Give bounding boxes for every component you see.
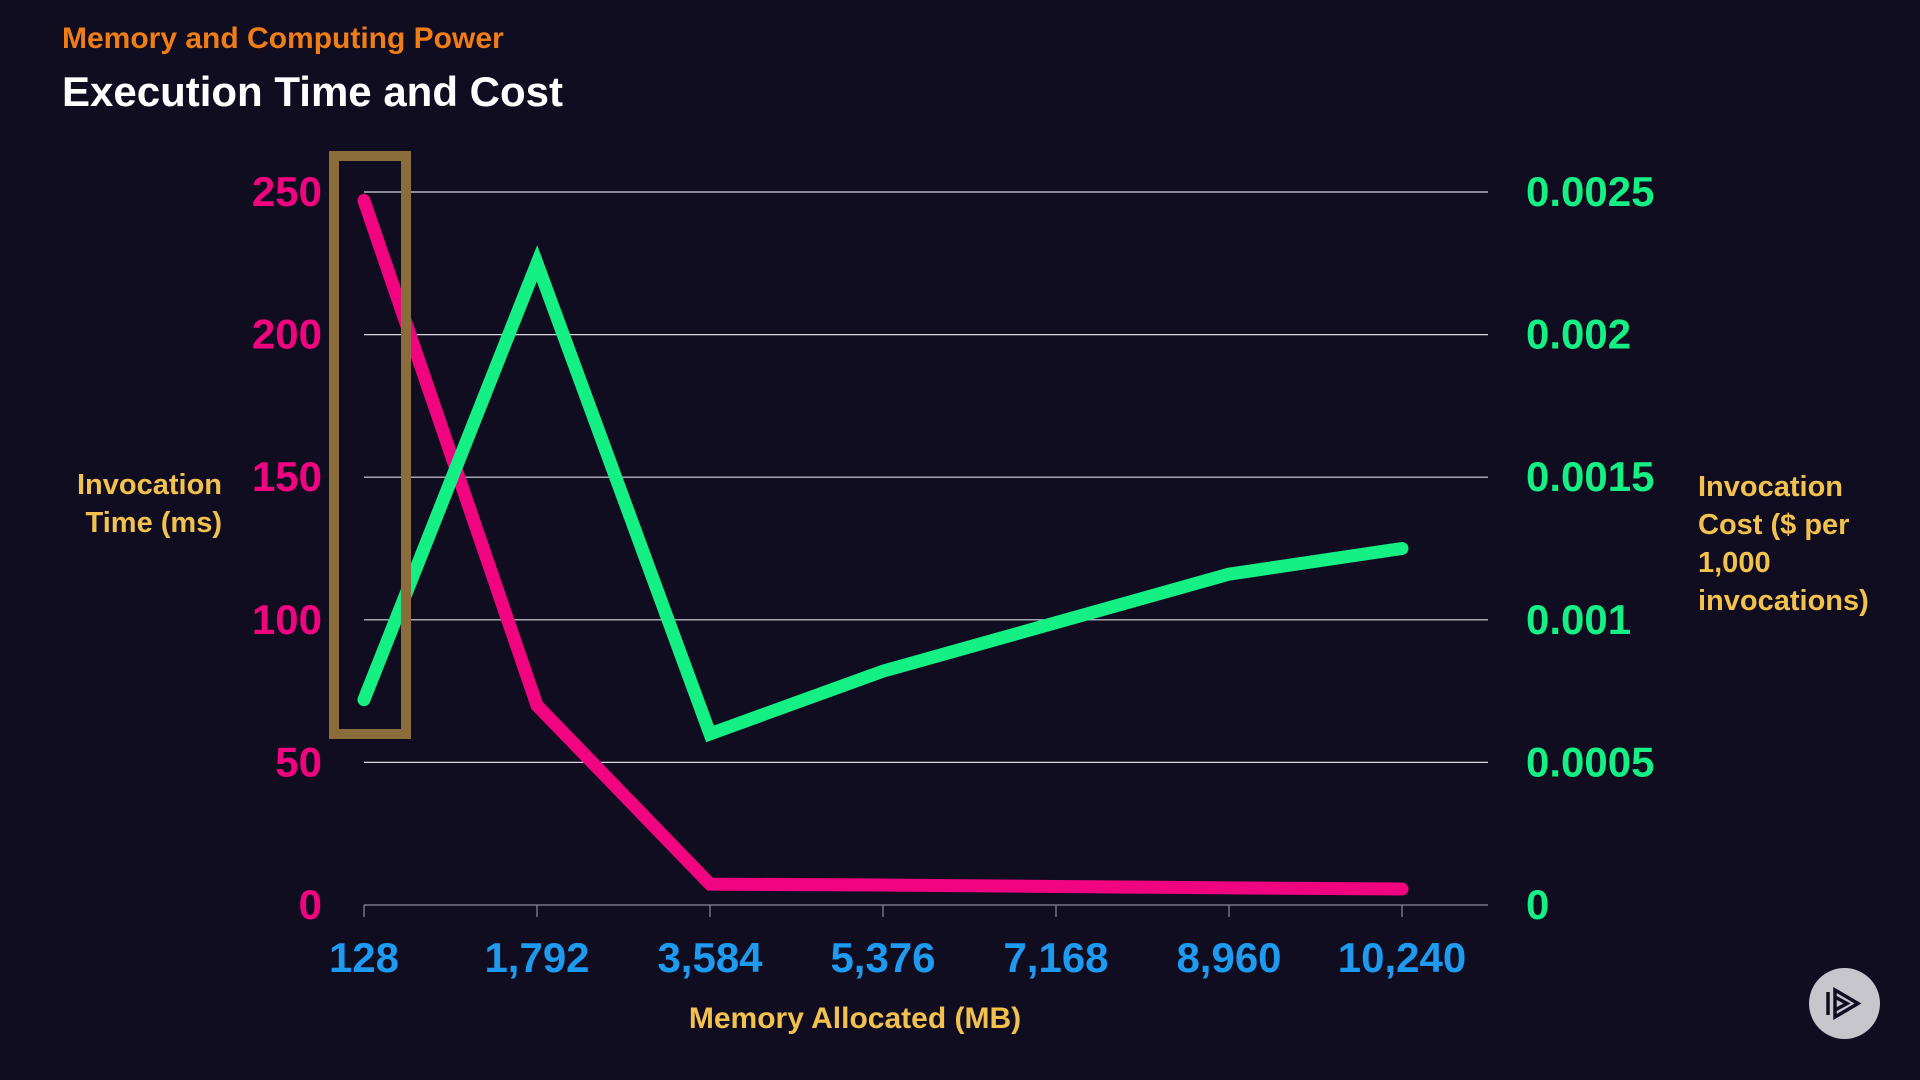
slide-subtitle: Memory and Computing Power: [62, 22, 504, 55]
data-point: [1055, 885, 1057, 888]
y-tick-left: 100: [252, 596, 322, 643]
data-point: [1228, 573, 1230, 576]
data-point: [1401, 888, 1403, 891]
y-tick-right: 0.001: [1526, 596, 1631, 643]
data-point: [709, 883, 711, 886]
y-axis-left-label: Invocation Time (ms): [76, 469, 222, 539]
y-tick-left: 200: [252, 311, 322, 358]
y-axis-right-label: Invocation Cost ($ per 1,000 invocations…: [1698, 471, 1869, 617]
x-tick-label: 10,240: [1338, 934, 1466, 981]
x-axis-label: Memory Allocated (MB): [689, 1002, 1021, 1035]
play-logo-button[interactable]: [1809, 968, 1880, 1039]
data-point: [1228, 886, 1230, 889]
data-point: [363, 698, 365, 701]
y-tick-right: 0.002: [1526, 311, 1631, 358]
x-tick-label: 7,168: [1003, 934, 1108, 981]
y-tick-right: 0: [1526, 881, 1549, 928]
y-tick-left: 250: [252, 168, 322, 215]
y-tick-right: 0.0025: [1526, 168, 1654, 215]
data-point: [709, 732, 711, 735]
x-tick-label: 8,960: [1176, 934, 1281, 981]
y-tick-left: 50: [275, 738, 322, 785]
x-tick-label: 1,792: [484, 934, 589, 981]
y-tick-left: 150: [252, 453, 322, 500]
x-tick-label: 5,376: [830, 934, 935, 981]
x-tick-label: 3,584: [657, 934, 763, 981]
highlight-box: [329, 151, 411, 739]
data-point: [536, 704, 538, 707]
data-point: [882, 884, 884, 887]
slide-title: Execution Time and Cost: [62, 68, 563, 115]
data-point: [363, 199, 365, 202]
play-icon: [1826, 986, 1862, 1021]
y-tick-right: 0.0005: [1526, 738, 1654, 785]
data-point: [1055, 621, 1057, 624]
x-tick-label: 128: [329, 934, 399, 981]
data-point: [882, 670, 884, 673]
data-point: [536, 262, 538, 265]
y-tick-left: 0: [299, 881, 322, 928]
y-tick-right: 0.0015: [1526, 453, 1654, 500]
data-point: [1401, 547, 1403, 550]
